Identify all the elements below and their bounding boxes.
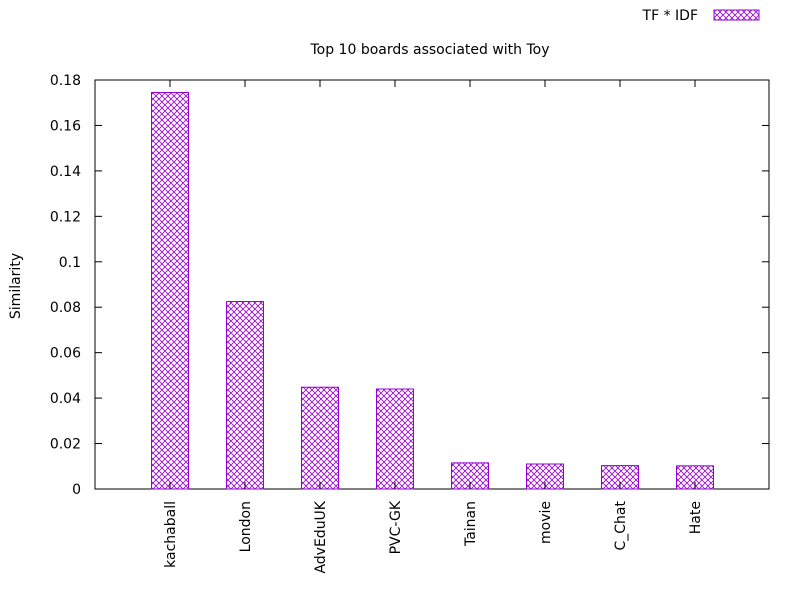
bar-adveduuk: [301, 386, 339, 490]
x-tick-label: movie: [538, 501, 554, 544]
x-tick-label: Tainan: [463, 501, 479, 547]
y-tick-label: 0: [72, 482, 81, 498]
x-tick-label: PVC-GK: [388, 500, 404, 554]
bars: [151, 91, 714, 490]
y-axis-label: Similarity: [8, 253, 24, 319]
y-axis-ticks: 0 0.02 0.04 0.06 0.08 0.1 0.12 0.14 0.16 0.18: [50, 73, 769, 498]
x-tick-label: Hate: [688, 501, 704, 534]
x-tick-label: kachaball: [163, 501, 179, 568]
bar-movie: [526, 463, 564, 490]
plot-area-frame: [94, 79, 770, 490]
y-tick-label: 0.18: [50, 73, 81, 89]
x-axis-ticks: kachaball London AdvEduUK PVC-GK Tainan movie…: [163, 80, 704, 574]
x-tick-label: C_Chat: [613, 500, 629, 550]
x-tick-label: AdvEduUK: [313, 500, 329, 573]
y-tick-label: 0.16: [50, 118, 81, 134]
bar-pvc-gk: [376, 388, 414, 490]
legend-swatch: [713, 9, 760, 21]
y-tick-label: 0.06: [50, 346, 81, 362]
legend: TF * IDF: [642, 8, 760, 24]
y-tick-label: 0.04: [50, 391, 81, 407]
legend-label: TF * IDF: [642, 8, 698, 24]
chart-title: Top 10 boards associated with Toy: [309, 42, 549, 58]
bar-london: [226, 301, 264, 490]
bar-kachaball: [151, 91, 189, 490]
y-tick-label: 0.14: [50, 164, 81, 180]
y-tick-label: 0.12: [50, 209, 81, 225]
x-tick-label: London: [238, 501, 254, 552]
y-tick-label: 0.1: [59, 255, 81, 271]
y-tick-label: 0.08: [50, 300, 81, 316]
y-tick-label: 0.02: [50, 437, 81, 453]
